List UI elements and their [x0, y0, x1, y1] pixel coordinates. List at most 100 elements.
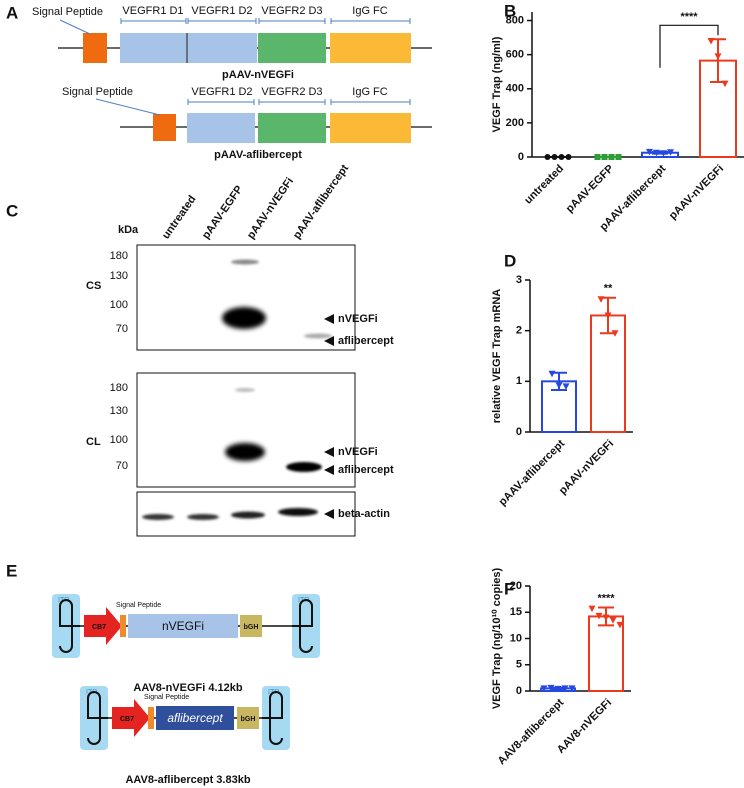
signal-box: [153, 114, 176, 141]
promoter-label: CB7: [120, 716, 134, 723]
point: [565, 154, 572, 160]
band: [187, 514, 219, 520]
point: [721, 80, 729, 88]
lane-label: untreated: [160, 193, 199, 241]
domain-box: [258, 33, 326, 63]
point: [568, 685, 576, 692]
panel-label: E: [6, 561, 17, 580]
y-tick-label: 10: [510, 632, 522, 644]
signal-label: Signal Peptide: [32, 6, 103, 18]
arrowhead: [324, 314, 334, 324]
y-axis-label: VEGF Trap (ng/10¹⁰ copies): [491, 568, 503, 710]
point: [653, 149, 660, 157]
signal-box: [83, 33, 107, 63]
marker-label: 180: [110, 250, 128, 262]
promoter: [84, 607, 122, 645]
arrowhead: [324, 465, 334, 475]
y-axis-label: VEGF Trap (ng/ml): [491, 36, 503, 132]
point: [667, 149, 674, 156]
point: [551, 154, 558, 160]
signal-box: [120, 615, 126, 637]
marker-label: 130: [110, 405, 128, 417]
point: [646, 148, 653, 156]
band-label: nVEGFi: [338, 313, 378, 325]
point: [561, 685, 569, 692]
bracket: [330, 18, 411, 24]
y-tick-label: 0: [516, 685, 522, 697]
construct-name: AAV8-nVEGFi 4.12kb: [133, 682, 242, 694]
bracket: [187, 18, 257, 24]
signal-label: Signal Peptide: [62, 86, 133, 98]
bracket: [120, 18, 187, 24]
itr-hairpin: [59, 599, 80, 653]
domain-box: [330, 33, 411, 63]
polya-box: [237, 707, 259, 729]
point: [555, 382, 563, 389]
itr-hairpin: [262, 691, 283, 745]
bracket: [187, 99, 255, 105]
domain-label: IgG FC: [352, 5, 388, 17]
marker-label: 100: [110, 434, 128, 446]
arrowhead: [324, 447, 334, 457]
polya-label: bGH: [244, 624, 259, 631]
domain-label: VEGFR1 D1: [122, 5, 183, 17]
blot-name: CS: [86, 280, 101, 292]
signal-label: Signal Peptide: [144, 694, 189, 701]
construct-name: pAAV-nVEGFi: [222, 69, 294, 81]
blot-name: CL: [86, 436, 101, 448]
point: [554, 685, 562, 693]
brackets: [187, 99, 411, 105]
point: [548, 370, 556, 378]
arrowhead: [324, 336, 334, 346]
point: [615, 154, 622, 160]
construct-e2: ITR ITR CB7 Signal Peptide aflibercept b…: [80, 686, 290, 786]
signal-box: [148, 707, 154, 729]
y-tick-label: 600: [506, 49, 524, 61]
signal-label: Signal Peptide: [116, 602, 161, 609]
leader: [95, 98, 161, 116]
construct-a1: Signal Peptide VEGFR1 D1 VEGFR1 D2 VEGFR…: [32, 5, 432, 81]
annotation: ****: [680, 11, 698, 23]
domain-box: [187, 113, 255, 143]
construct-name: AAV8-aflibercept 3.83kb: [125, 774, 250, 786]
point: [588, 605, 596, 613]
panel-label: F: [504, 579, 514, 598]
point: [616, 621, 624, 629]
significance-bracket: [659, 24, 719, 68]
marker-label: 70: [116, 460, 128, 472]
band-label: aflibercept: [338, 464, 394, 476]
band: [222, 307, 266, 329]
point: [707, 38, 715, 45]
lane-label: pAAV-nVEGFi: [245, 176, 296, 242]
bracket: [258, 99, 326, 105]
polya-box: [240, 615, 262, 637]
itr-hairpin: [292, 599, 313, 653]
arrowhead: [324, 509, 334, 519]
point: [562, 383, 570, 390]
bar: [588, 615, 624, 693]
band: [142, 514, 174, 520]
band-label: nVEGFi: [338, 446, 378, 458]
point: [601, 154, 608, 160]
band: [225, 443, 265, 461]
unit-label: kDa: [118, 224, 139, 236]
panel-label: B: [504, 1, 516, 20]
point: [604, 312, 612, 319]
y-tick-label: 0: [516, 426, 522, 438]
brackets: [120, 18, 411, 24]
point: [540, 685, 548, 692]
band: [278, 508, 318, 516]
y-tick-label: 800: [506, 14, 524, 26]
domain-label: VEGFR1 D2: [191, 86, 252, 98]
domain-label: VEGFR1 D2: [191, 5, 252, 17]
point: [660, 150, 667, 157]
insert-box: [156, 706, 234, 730]
point: [544, 154, 551, 160]
marker-label: 70: [116, 323, 128, 335]
y-tick-label: 200: [506, 117, 524, 129]
domain-label: VEGFR2 D3: [261, 86, 322, 98]
leader: [59, 19, 91, 35]
marker-label: 180: [110, 382, 128, 394]
band: [231, 511, 265, 519]
